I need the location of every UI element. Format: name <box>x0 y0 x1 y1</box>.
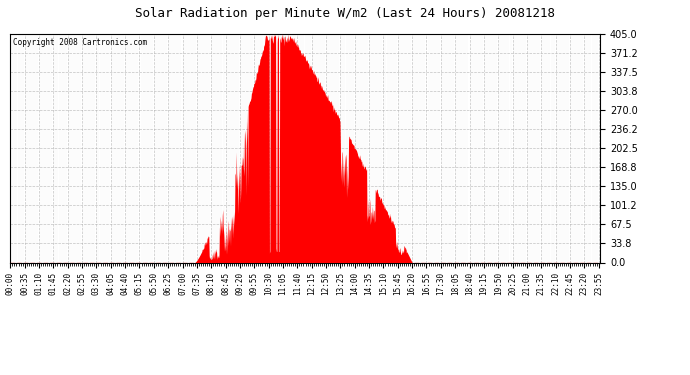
Text: Solar Radiation per Minute W/m2 (Last 24 Hours) 20081218: Solar Radiation per Minute W/m2 (Last 24… <box>135 8 555 21</box>
Text: Copyright 2008 Cartronics.com: Copyright 2008 Cartronics.com <box>13 38 148 47</box>
